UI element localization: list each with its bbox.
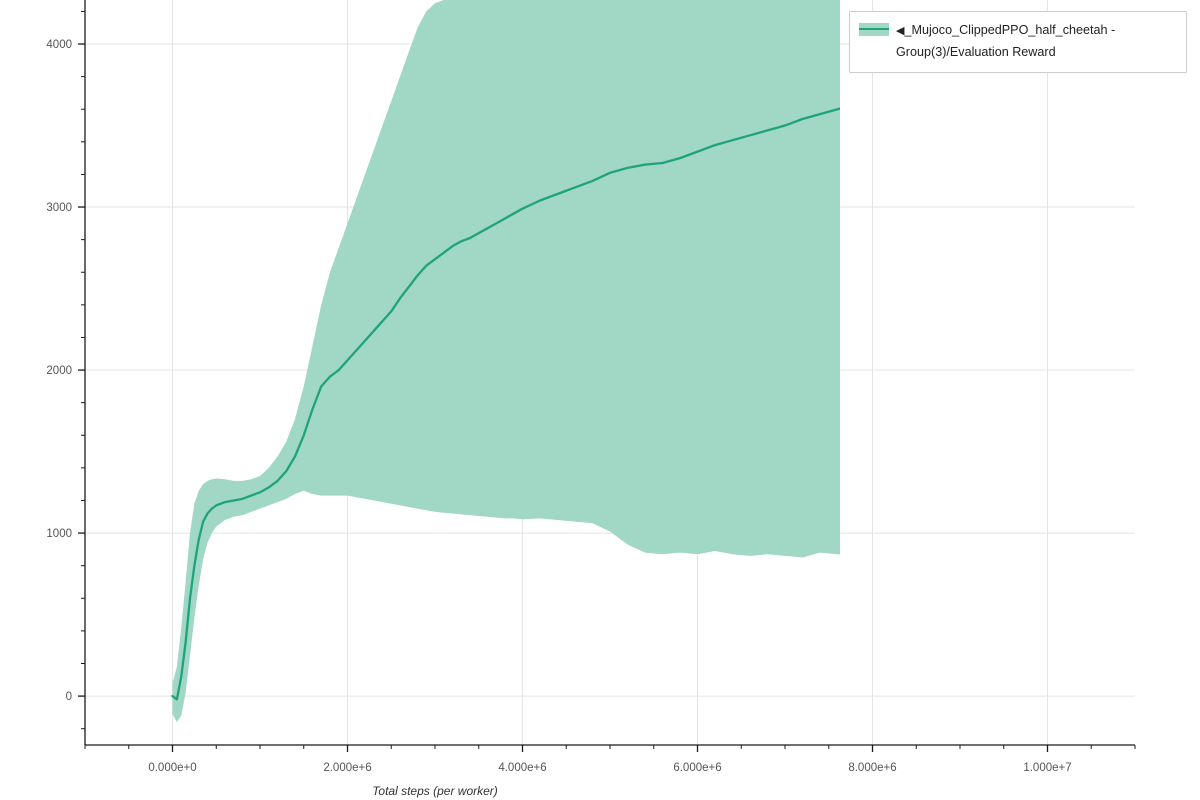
x-tick-label: 1.000e+7: [1023, 762, 1071, 774]
x-tick-label: 6.000e+6: [673, 762, 721, 774]
y-tick-label: 2000: [46, 365, 72, 377]
y-axis-tick-labels: 0 1000 2000 3000 4000: [46, 39, 72, 703]
legend-line-swatch: [859, 28, 889, 31]
x-axis-ticks: [84, 745, 1136, 752]
x-tick-label: 2.000e+6: [323, 762, 371, 774]
y-tick-label: 0: [66, 691, 72, 703]
chart-legend[interactable]: ◀_Mujoco_ClippedPPO_half_cheetah - Group…: [849, 11, 1187, 73]
confidence-band-area: [172, 0, 840, 723]
y-tick-label: 1000: [46, 528, 72, 540]
legend-item[interactable]: ◀_Mujoco_ClippedPPO_half_cheetah - Group…: [859, 20, 1177, 63]
series-group: [171, 0, 840, 723]
y-axis-ticks: [78, 10, 85, 730]
legend-marker-glyph: ◀: [896, 25, 905, 37]
x-axis-title: Total steps (per worker): [372, 784, 498, 798]
y-tick-label: 4000: [46, 39, 72, 51]
legend-item-label: ◀_Mujoco_ClippedPPO_half_cheetah - Group…: [896, 20, 1177, 63]
legend-series-name: _Mujoco_ClippedPPO_half_cheetah - Group(…: [896, 23, 1116, 59]
x-tick-label: 8.000e+6: [848, 762, 896, 774]
x-tick-label: 4.000e+6: [498, 762, 546, 774]
y-tick-label: 3000: [46, 202, 72, 214]
x-tick-label: 0.000e+0: [148, 762, 196, 774]
x-axis-tick-labels: 0.000e+0 2.000e+6 4.000e+6 6.000e+6 8.000e+6…: [148, 762, 1071, 774]
legend-color-swatch: [859, 23, 889, 36]
evaluation-reward-line: [171, 107, 840, 701]
